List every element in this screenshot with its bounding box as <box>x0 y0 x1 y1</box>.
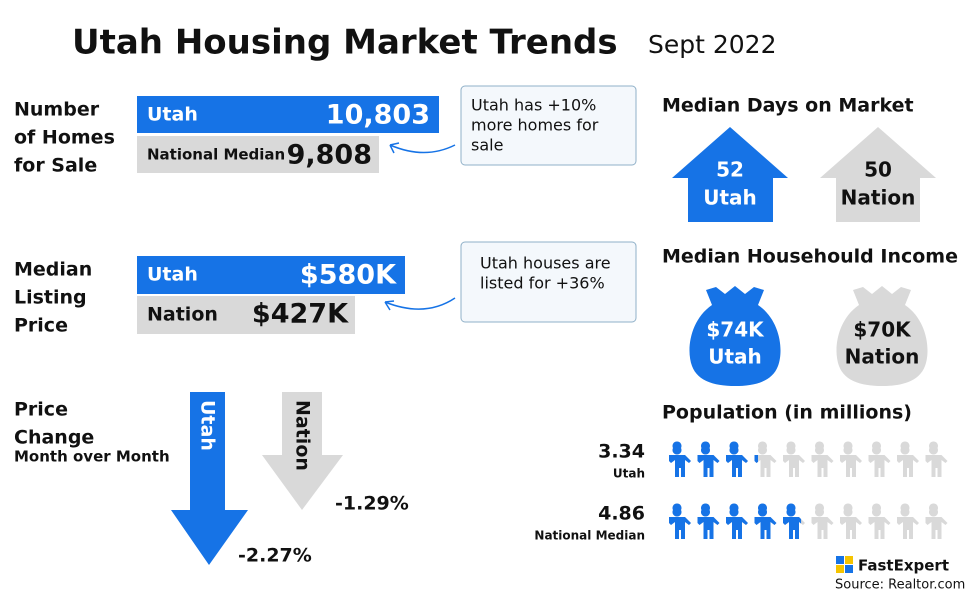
section-label: for Sale <box>14 155 97 177</box>
bar-value: 10,803 <box>326 100 430 131</box>
callout-text: Utah houses are <box>480 254 611 273</box>
section-label: Change <box>14 427 94 449</box>
population-value: 3.34 <box>598 441 645 463</box>
person-icon-fill <box>669 503 691 539</box>
bar-label: Nation <box>147 304 218 326</box>
callout <box>460 85 637 166</box>
person-icon <box>754 441 777 477</box>
callout <box>460 241 637 323</box>
person-icon <box>840 503 862 539</box>
bar-value: $580K <box>300 260 397 291</box>
person-icon <box>840 441 862 477</box>
section-label: Price <box>14 399 68 421</box>
population-value: 4.86 <box>598 503 645 525</box>
person-icon <box>925 503 948 539</box>
person-icon <box>811 503 834 539</box>
bar-value: $427K <box>252 299 349 330</box>
money-bag-icon <box>836 286 928 386</box>
person-icon-fill <box>669 441 691 477</box>
section-label: Median <box>14 259 92 281</box>
person-icon <box>811 441 834 477</box>
house-value: 52 <box>716 158 744 182</box>
logo <box>836 565 844 573</box>
section-label: Listing <box>14 287 87 309</box>
title: Utah Housing Market Trends <box>72 23 618 63</box>
date: Sept 2022 <box>648 30 777 59</box>
person-icon <box>783 441 805 477</box>
logo <box>845 556 853 564</box>
person-icon-fill <box>726 503 748 539</box>
national-bar <box>137 136 379 173</box>
person-icon-fill <box>783 503 802 539</box>
callout-text: more homes for <box>471 116 599 135</box>
callout-arrow <box>389 142 456 154</box>
person-icon <box>897 503 919 539</box>
person-icon <box>925 441 948 477</box>
bag-value: $70K <box>853 318 912 342</box>
source: Source: Realtor.com <box>835 578 965 593</box>
house-icon <box>672 127 788 222</box>
utah-bar <box>137 256 405 294</box>
callout-text: sale <box>471 136 503 155</box>
bar-value: 9,808 <box>287 140 372 171</box>
bag-value: $74K <box>706 318 765 342</box>
person-icon <box>868 503 891 539</box>
person-icon-fill <box>726 441 748 477</box>
money-bag-icon <box>689 286 781 386</box>
utah-bar <box>137 96 439 133</box>
bar-label: Utah <box>147 264 198 286</box>
utah-arrow <box>171 392 248 565</box>
arrow-label: Utah <box>197 400 219 451</box>
bag-label: Utah <box>708 345 762 369</box>
person-icon-fill <box>754 455 759 463</box>
population-rows: 3.34 Utah 4.86 National Median <box>534 441 948 543</box>
house-label: Nation <box>841 186 916 210</box>
house-value: 50 <box>864 158 892 182</box>
callout-text: listed for +36% <box>480 274 605 293</box>
logo <box>836 556 844 564</box>
brand: FastExpert <box>858 557 949 575</box>
bar-label: Utah <box>147 104 198 126</box>
section-title: Median Days on Market <box>662 95 914 117</box>
population-icons <box>669 441 948 477</box>
change-value: -1.29% <box>335 493 409 515</box>
person-icon-fill <box>697 503 720 539</box>
section-title: Median Househould Income <box>662 246 958 268</box>
section-title: Population (in millions) <box>662 402 912 424</box>
callout-arrow <box>384 297 456 311</box>
person-icon-fill <box>697 441 720 477</box>
callout-text: Utah has +10% <box>471 96 596 115</box>
arrow-label: Nation <box>292 400 314 471</box>
change-value: -2.27% <box>238 545 312 567</box>
section-label: Number <box>14 99 100 121</box>
section-label: Price <box>14 315 68 337</box>
population-label: Utah <box>613 467 645 481</box>
bar-label: National Median <box>147 146 285 164</box>
person-icon-fill <box>754 503 777 539</box>
population-icons <box>669 503 948 539</box>
national-bar <box>137 296 355 334</box>
house-icon <box>820 127 936 222</box>
population-label: National Median <box>534 529 645 543</box>
section-label: of Homes <box>14 127 115 149</box>
nation-arrow <box>262 392 343 510</box>
bag-label: Nation <box>845 345 920 369</box>
logo <box>845 565 853 573</box>
section-sublabel: Month over Month <box>14 448 170 466</box>
person-icon <box>868 441 891 477</box>
house-label: Utah <box>703 186 757 210</box>
person-icon <box>897 441 919 477</box>
